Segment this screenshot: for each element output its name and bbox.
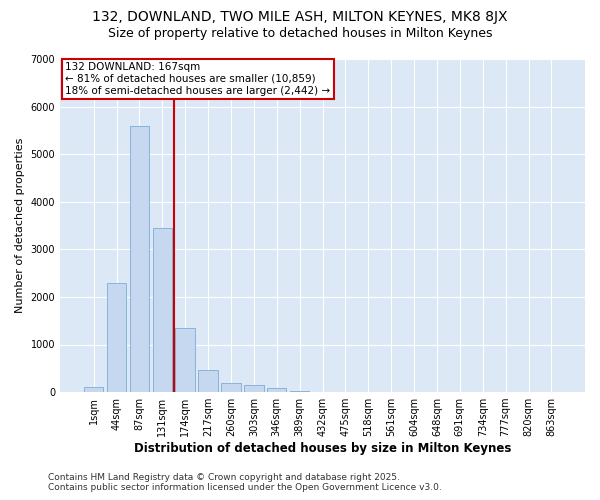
Text: Size of property relative to detached houses in Milton Keynes: Size of property relative to detached ho… [108,28,492,40]
Y-axis label: Number of detached properties: Number of detached properties [15,138,25,313]
Bar [130,126,149,392]
Text: 132 DOWNLAND: 167sqm
← 81% of detached houses are smaller (10,859)
18% of semi-d: 132 DOWNLAND: 167sqm ← 81% of detached h… [65,62,331,96]
Bar [152,228,172,392]
Bar [84,388,103,392]
Text: Contains HM Land Registry data © Crown copyright and database right 2025.
Contai: Contains HM Land Registry data © Crown c… [48,473,442,492]
Bar [221,383,241,392]
Bar [267,388,286,392]
Bar [290,390,310,392]
X-axis label: Distribution of detached houses by size in Milton Keynes: Distribution of detached houses by size … [134,442,511,455]
Text: 132, DOWNLAND, TWO MILE ASH, MILTON KEYNES, MK8 8JX: 132, DOWNLAND, TWO MILE ASH, MILTON KEYN… [92,10,508,24]
Bar [244,385,263,392]
Bar [107,282,126,392]
Bar [175,328,195,392]
Bar [199,370,218,392]
